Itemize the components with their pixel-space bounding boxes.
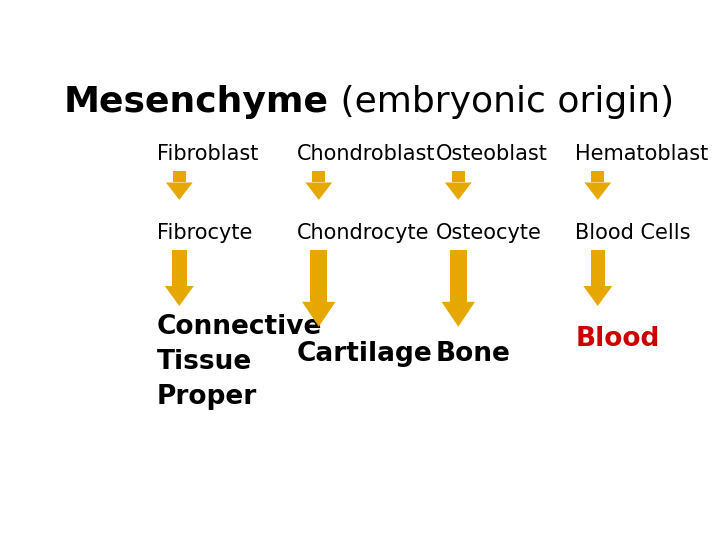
Polygon shape	[585, 183, 611, 200]
Bar	[312, 171, 325, 183]
Polygon shape	[445, 183, 472, 200]
Text: Mesenchyme: Mesenchyme	[64, 85, 329, 119]
Text: Osteoblast: Osteoblast	[436, 144, 548, 164]
Text: Cartilage: Cartilage	[297, 341, 432, 367]
Polygon shape	[583, 286, 612, 306]
Polygon shape	[166, 183, 193, 200]
Text: Chondrocyte: Chondrocyte	[297, 223, 429, 243]
Text: (embryonic origin): (embryonic origin)	[329, 85, 674, 119]
Polygon shape	[441, 302, 475, 327]
Bar	[310, 250, 327, 302]
Polygon shape	[302, 302, 336, 327]
Polygon shape	[165, 286, 194, 306]
Bar	[451, 171, 465, 183]
Text: Proper: Proper	[157, 384, 257, 410]
Text: Hematoblast: Hematoblast	[575, 144, 708, 164]
Bar	[172, 250, 186, 286]
Text: Fibrocyte: Fibrocyte	[157, 223, 252, 243]
Text: Tissue: Tissue	[157, 349, 252, 375]
Polygon shape	[305, 183, 332, 200]
Text: Chondroblast: Chondroblast	[297, 144, 435, 164]
Bar	[590, 250, 605, 286]
Text: Fibroblast: Fibroblast	[157, 144, 258, 164]
Text: Blood: Blood	[575, 326, 660, 352]
Text: Connective: Connective	[157, 314, 323, 340]
Bar	[173, 171, 186, 183]
Text: Blood Cells: Blood Cells	[575, 223, 691, 243]
Text: Bone: Bone	[436, 341, 510, 367]
Bar	[591, 171, 605, 183]
Bar	[450, 250, 467, 302]
Text: Osteocyte: Osteocyte	[436, 223, 542, 243]
